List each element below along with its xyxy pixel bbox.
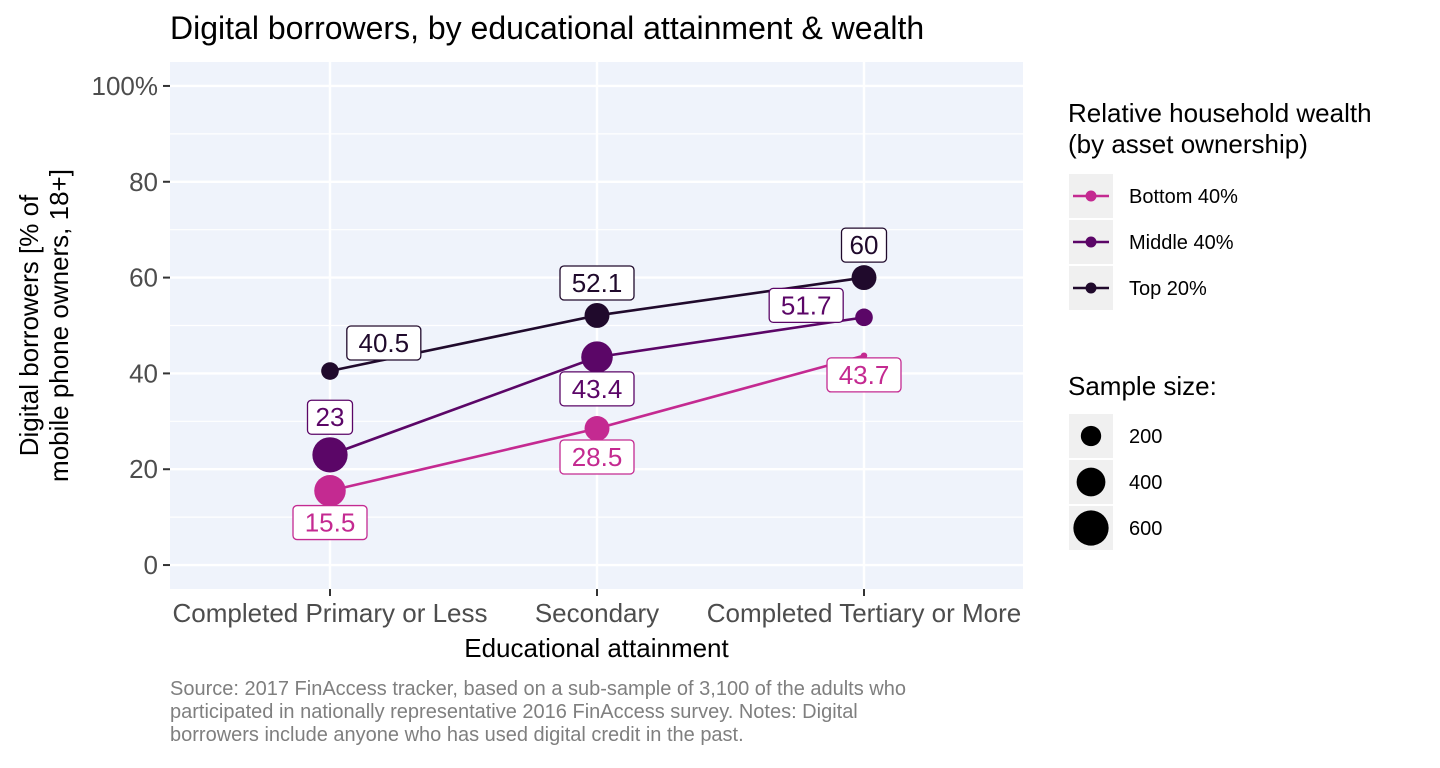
chart-title: Digital borrowers, by educational attain… xyxy=(170,10,924,46)
legend-size-label: 600 xyxy=(1129,518,1162,540)
legend-key-dot xyxy=(1085,190,1097,202)
caption-line: borrowers include anyone who has used di… xyxy=(170,724,744,746)
y-tick-label: 0 xyxy=(144,550,158,580)
y-axis-title-line: mobile phone owners, 18+] xyxy=(44,169,74,482)
data-label-box xyxy=(559,439,635,475)
y-tick-label: 80 xyxy=(129,167,158,197)
y-tick-label: 20 xyxy=(129,454,158,484)
legend-color-title: (by asset ownership) xyxy=(1068,129,1308,159)
data-label: 43.4 xyxy=(572,374,623,404)
data-label: 28.5 xyxy=(572,442,623,472)
data-label-box xyxy=(768,287,844,324)
x-tick-label: Completed Tertiary or More xyxy=(707,598,1022,628)
data-label: 40.5 xyxy=(359,328,410,358)
data-label: 60 xyxy=(850,230,879,260)
y-tick-label: 100% xyxy=(92,71,159,101)
data-label-box xyxy=(840,227,888,263)
x-axis-title: Educational attainment xyxy=(464,633,729,663)
x-tick-label: Secondary xyxy=(535,598,659,628)
data-label-box xyxy=(559,265,635,301)
y-tick-label: 60 xyxy=(129,263,158,293)
data-label: 15.5 xyxy=(305,508,356,538)
legend-size-dot xyxy=(1080,425,1102,447)
data-label-box xyxy=(826,357,902,393)
data-label: 52.1 xyxy=(572,268,623,298)
data-label-box xyxy=(346,325,422,361)
data-label: 51.7 xyxy=(781,290,832,320)
legend-size-label: 200 xyxy=(1129,426,1162,448)
legend-key-dot xyxy=(1085,236,1097,248)
caption-line: Source: 2017 FinAccess tracker, based on… xyxy=(170,678,906,700)
legend-key-dot xyxy=(1085,282,1097,294)
data-label-box xyxy=(559,371,635,407)
data-label-box xyxy=(292,504,368,541)
data-label: 43.7 xyxy=(839,360,890,390)
data-point xyxy=(581,341,613,373)
legend-color-title: Relative household wealth xyxy=(1068,98,1372,128)
legend-item-label: Top 20% xyxy=(1129,278,1207,300)
data-point xyxy=(321,362,339,380)
y-axis-title: Digital borrowers [% ofmobile phone owne… xyxy=(14,169,74,482)
data-point xyxy=(851,265,877,291)
y-axis-title-line: Digital borrowers [% of xyxy=(14,194,44,456)
data-label: 23 xyxy=(316,402,345,432)
data-point xyxy=(584,302,610,328)
legend-size-dot xyxy=(1076,467,1106,497)
y-tick-label: 40 xyxy=(129,358,158,388)
data-point xyxy=(584,416,610,441)
data-label-box xyxy=(306,399,354,435)
caption-line: participated in nationally representativ… xyxy=(170,701,858,723)
source-caption: Source: 2017 FinAccess tracker, based on… xyxy=(170,678,1050,747)
legend-item-label: Middle 40% xyxy=(1129,232,1234,254)
data-point xyxy=(312,437,348,473)
legend-size-label: 400 xyxy=(1129,472,1162,494)
data-point xyxy=(314,475,346,507)
legend-size-title: Sample size: xyxy=(1068,371,1217,401)
x-tick-label: Completed Primary or Less xyxy=(173,598,488,628)
legend-item-label: Bottom 40% xyxy=(1129,186,1238,208)
legend-size-dot xyxy=(1073,510,1109,546)
data-point xyxy=(855,308,873,327)
